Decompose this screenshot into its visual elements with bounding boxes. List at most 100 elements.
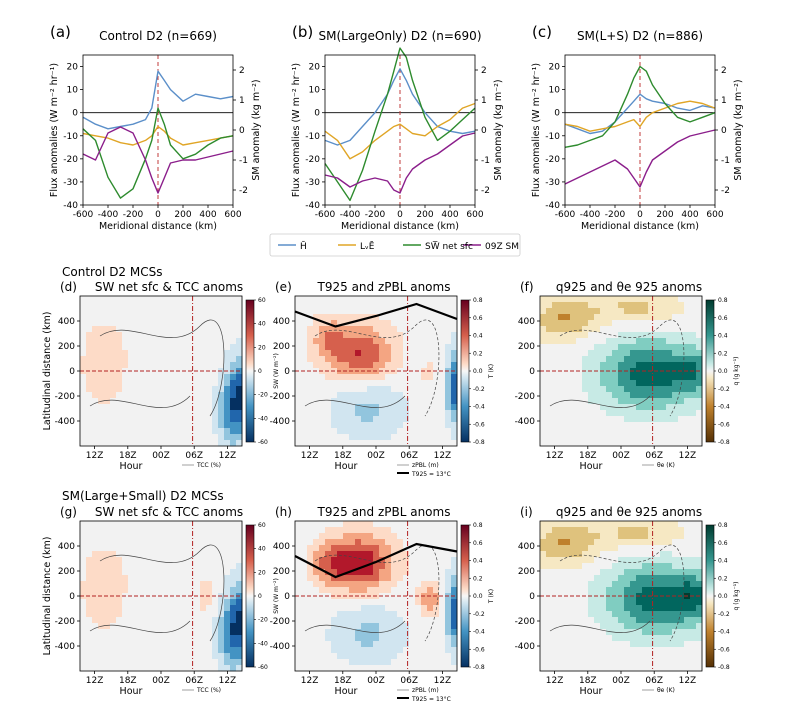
heat-cell: [212, 332, 219, 339]
heat-cell: [128, 338, 135, 345]
heat-cell: [361, 374, 368, 381]
heat-cell: [92, 599, 99, 606]
heat-cell: [361, 332, 368, 339]
heat-cell: [624, 605, 631, 612]
heat-cell: [236, 380, 243, 387]
heat-cell: [182, 392, 189, 399]
heat-cell: [92, 575, 99, 582]
heat-cell: [636, 314, 643, 321]
heat-cell: [391, 434, 398, 441]
heat-cell: [116, 629, 123, 636]
heat-cell: [439, 410, 446, 417]
heat-cell: [642, 653, 649, 660]
heat-cell: [546, 380, 553, 387]
heat-cell: [540, 326, 547, 333]
heat-cell: [146, 350, 153, 357]
heat-cell: [570, 563, 577, 570]
heat-cell: [594, 302, 601, 309]
heat-cell: [200, 551, 207, 558]
heat-cell: [624, 296, 631, 303]
heat-cell: [403, 641, 410, 648]
heat-cell: [313, 296, 320, 303]
heat-cell: [337, 410, 344, 417]
heat-cell: [146, 440, 153, 447]
heat-cell: [116, 599, 123, 606]
heat-cell: [116, 428, 123, 435]
heat-cell: [582, 635, 589, 642]
heat-cell: [343, 647, 350, 654]
heat-cell: [421, 392, 428, 399]
heat-cell: [552, 404, 559, 411]
heat-cell: [80, 653, 87, 660]
heat-cell: [325, 440, 332, 447]
heat-cell: [176, 308, 183, 315]
heat-cell: [666, 410, 673, 417]
heat-cell: [104, 557, 111, 564]
heat-cell: [630, 356, 637, 363]
heat-cell: [678, 563, 685, 570]
heat-cell: [648, 539, 655, 546]
heat-cell: [660, 635, 667, 642]
heat-cell: [600, 623, 607, 630]
heat-cell: [666, 617, 673, 624]
heat-cell: [188, 344, 195, 351]
heat-cell: [170, 302, 177, 309]
heat-cell: [648, 302, 655, 309]
heat-cell: [92, 653, 99, 660]
heat-cell: [600, 320, 607, 327]
x-tick-label: 00Z: [152, 451, 170, 461]
heat-cell: [684, 581, 691, 588]
heat-cell: [654, 623, 661, 630]
heat-cell: [624, 581, 631, 588]
heat-cell: [110, 641, 117, 648]
heat-cell: [218, 398, 225, 405]
heat-cell: [397, 344, 404, 351]
heat-cell: [636, 332, 643, 339]
heat-cell: [176, 545, 183, 552]
heat-cell: [672, 587, 679, 594]
heat-cell: [397, 398, 404, 405]
heat-cell: [385, 380, 392, 387]
heat-cell: [445, 629, 452, 636]
heat-cell: [188, 551, 195, 558]
heat-cell: [660, 404, 667, 411]
heat-cell: [666, 587, 673, 594]
heat-cell: [230, 653, 237, 660]
heat-cell: [80, 320, 87, 327]
heat-cell: [439, 635, 446, 642]
heat-cell: [218, 659, 225, 666]
heat-cell: [427, 659, 434, 666]
heat-cell: [349, 629, 356, 636]
heat-cell: [552, 641, 559, 648]
heat-cell: [612, 581, 619, 588]
heat-cell: [295, 386, 302, 393]
heat-cell: [146, 611, 153, 618]
heat-cell: [379, 398, 386, 405]
heat-cell: [343, 386, 350, 393]
heat-cell: [80, 344, 87, 351]
heat-cell: [116, 434, 123, 441]
heat-cell: [86, 422, 93, 429]
heat-cell: [301, 314, 308, 321]
heat-cell: [355, 308, 362, 315]
heat-cell: [86, 659, 93, 666]
x-tick-label: 18Z: [334, 451, 352, 461]
heat-cell: [170, 629, 177, 636]
heat-cell: [379, 314, 386, 321]
heat-cell: [385, 563, 392, 570]
heat-cell: [98, 356, 105, 363]
heat-cell: [367, 338, 374, 345]
heat-cell: [642, 362, 649, 369]
heat-cell: [188, 410, 195, 417]
heat-cell: [230, 428, 237, 435]
heat-cell: [582, 605, 589, 612]
heat-cell: [230, 356, 237, 363]
heat-cell: [540, 296, 547, 303]
heat-cell: [146, 617, 153, 624]
series-line-h: [324, 68, 476, 146]
contour-path: [314, 319, 440, 417]
heat-cell: [206, 587, 213, 594]
heat-cell: [600, 428, 607, 435]
heat-cell: [122, 434, 129, 441]
heat-cell: [92, 398, 99, 405]
